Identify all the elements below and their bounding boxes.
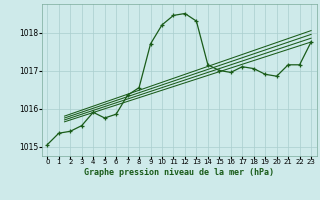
X-axis label: Graphe pression niveau de la mer (hPa): Graphe pression niveau de la mer (hPa) [84, 168, 274, 177]
